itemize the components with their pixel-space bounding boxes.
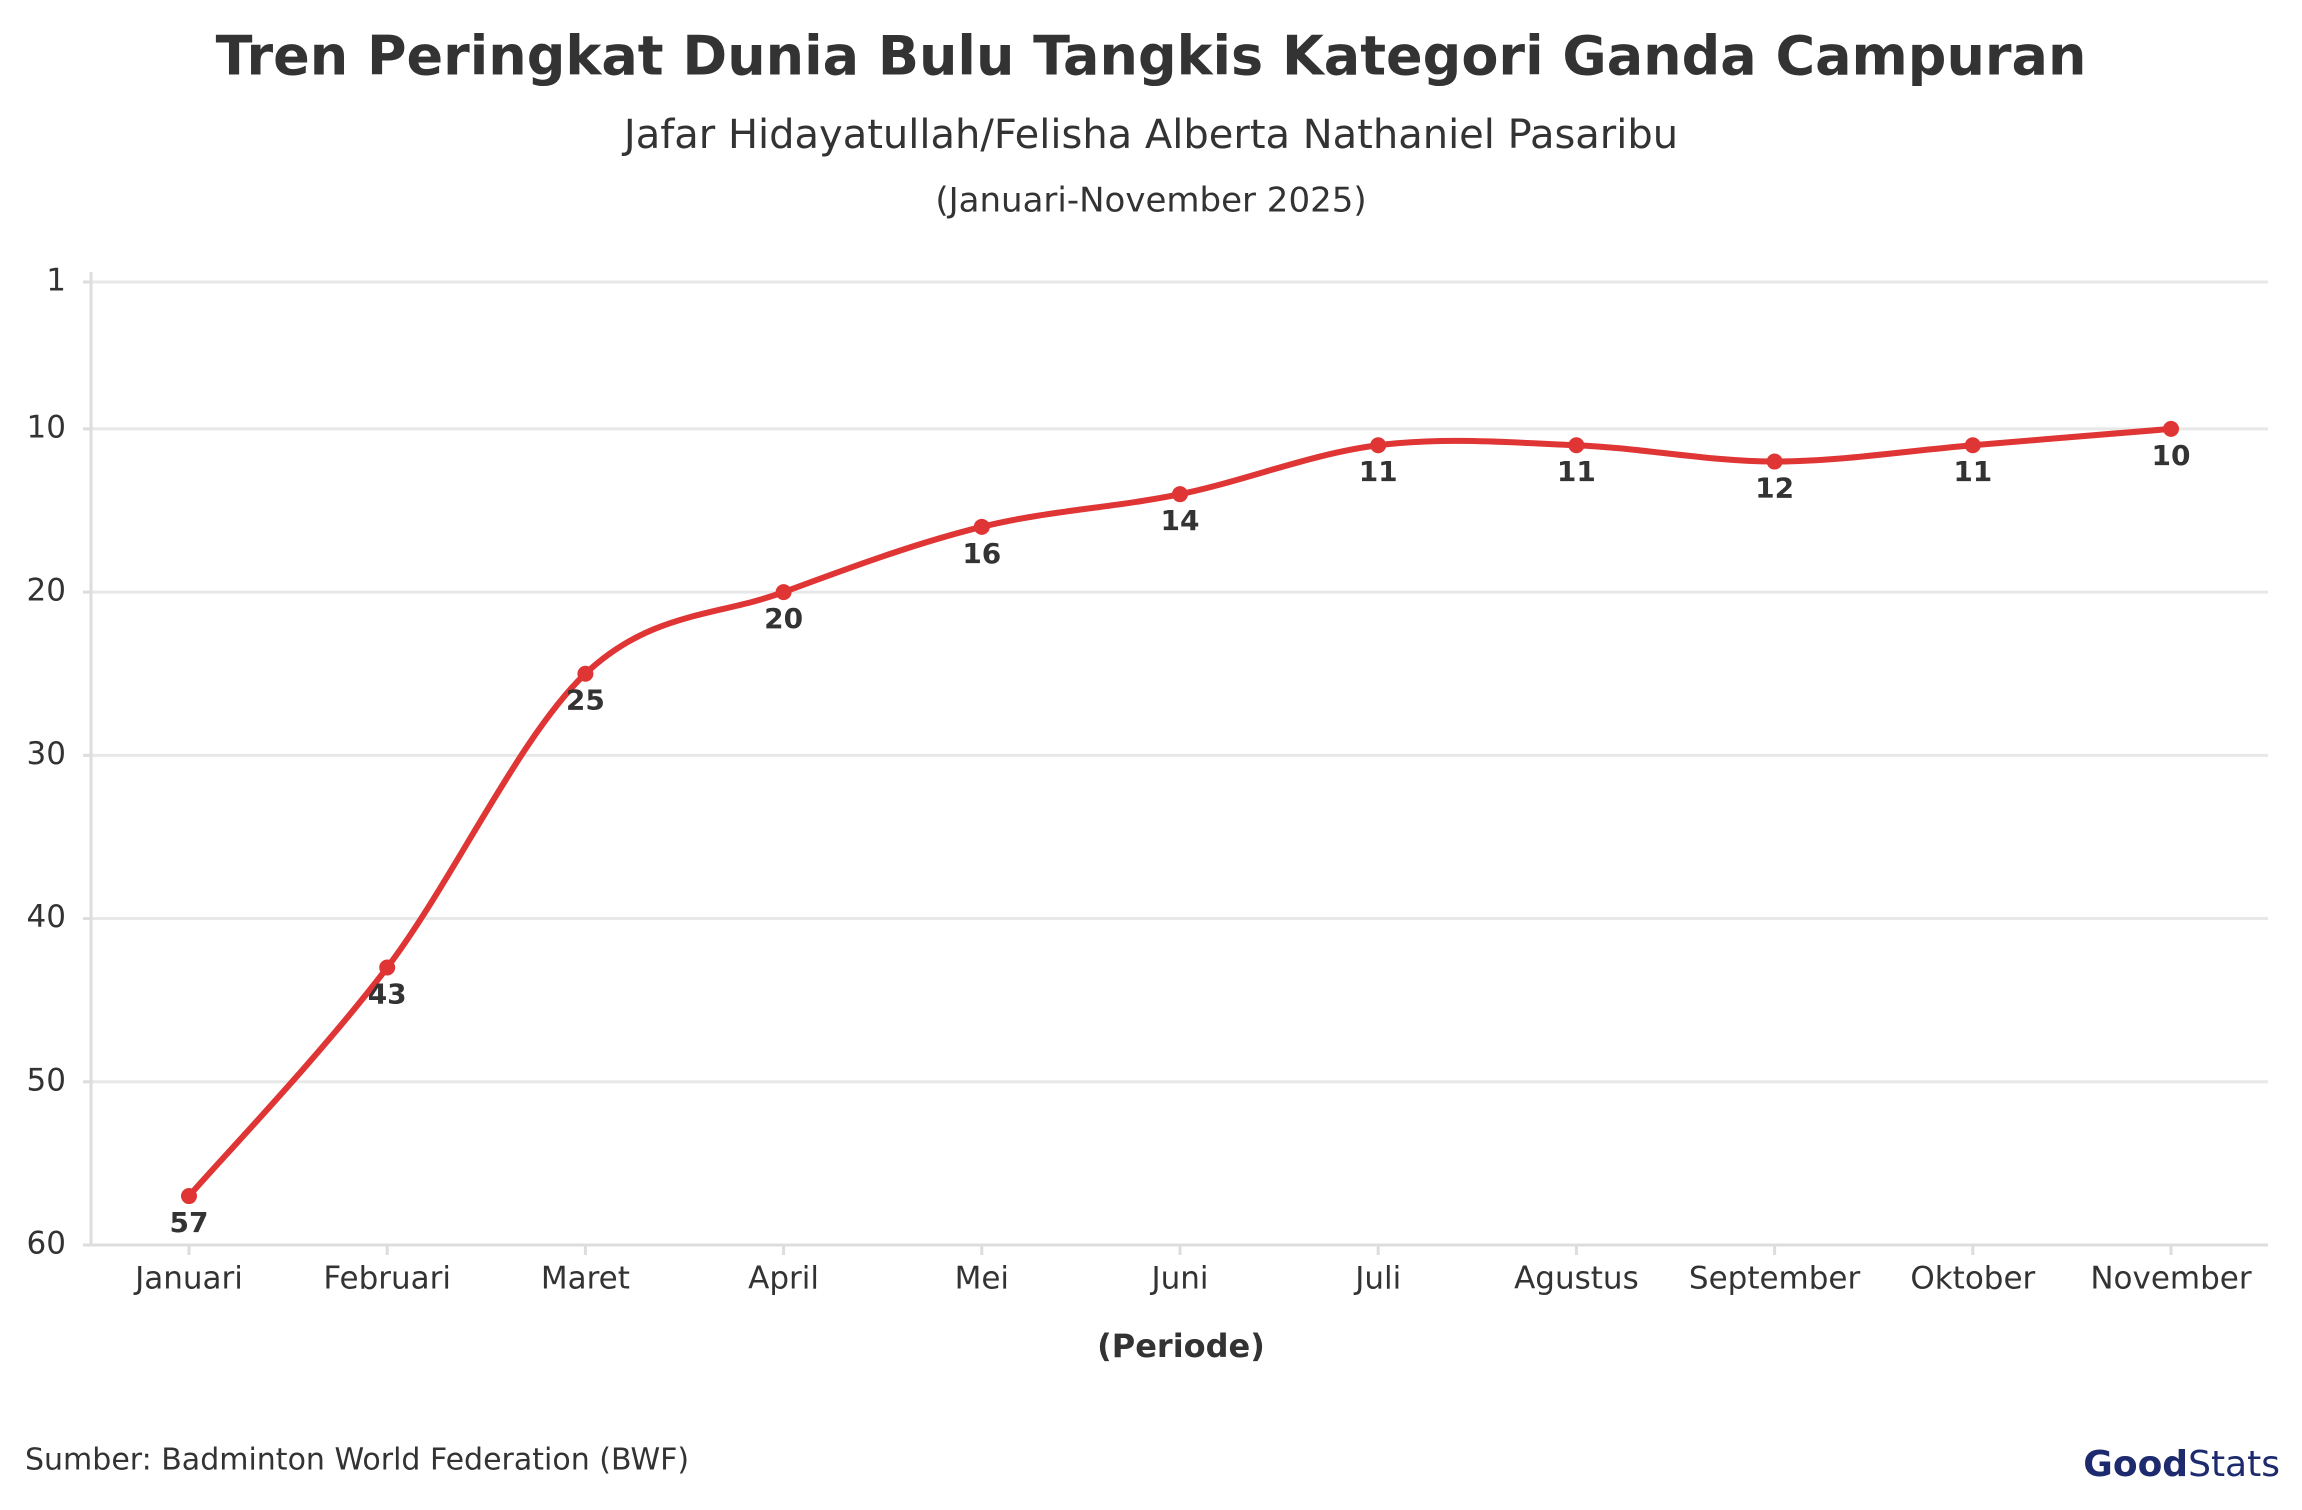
chart-subtitle: Jafar Hidayatullah/Felisha Alberta Natha…	[621, 112, 1678, 158]
chart-period: (Januari-November 2025)	[935, 181, 1366, 221]
line	[186, 425, 2172, 1198]
data-label: 11	[1557, 455, 1596, 488]
x-tick-label: April	[748, 1261, 819, 1297]
x-tick-label: Juli	[1353, 1261, 1401, 1297]
point	[1172, 486, 1188, 503]
x-tick-label: Januari	[133, 1261, 243, 1297]
x-tick-label: November	[2090, 1261, 2252, 1297]
point	[1766, 453, 1783, 470]
y-tick-label: 30	[27, 736, 66, 772]
data-label: 57	[170, 1206, 209, 1239]
data-label: 11	[1953, 455, 1992, 488]
logo: GoodStats	[2083, 1444, 2280, 1485]
data-label: 14	[1161, 504, 1200, 537]
data-label: 16	[962, 537, 1001, 570]
point	[775, 584, 792, 601]
data-label: 25	[566, 684, 605, 717]
x-axis-label: (Periode)	[1097, 1327, 1265, 1365]
point	[577, 665, 594, 682]
chart-title: Tren Peringkat Dunia Bulu Tangkis Katego…	[216, 25, 2087, 88]
source: Sumber: Badminton World Federation (BWF)	[25, 1443, 689, 1478]
x-tick-label: Februari	[323, 1261, 451, 1297]
y-tick-label: 50	[27, 1062, 66, 1098]
y-tick-label: 60	[27, 1226, 66, 1262]
data-label: 11	[1359, 455, 1398, 488]
point	[973, 518, 990, 535]
y-tick-label: 10	[27, 409, 66, 445]
point	[2163, 420, 2179, 437]
point	[1370, 437, 1387, 454]
data-label: 12	[1755, 472, 1794, 505]
x-tick-label: Oktober	[1910, 1261, 2035, 1297]
point	[181, 1188, 197, 1205]
y-tick-label: 40	[27, 899, 66, 935]
data-label: 43	[368, 978, 407, 1011]
x-tick-label: Agustus	[1514, 1261, 1639, 1297]
y-tick-label: 20	[27, 573, 66, 609]
point	[1568, 437, 1585, 454]
x-tick-label: Maret	[541, 1261, 630, 1297]
y-tick-label: 1	[46, 263, 66, 299]
logo-bold: Good	[2083, 1444, 2188, 1485]
logo-light: Stats	[2188, 1444, 2280, 1485]
x-tick-label: Mei	[955, 1261, 1009, 1297]
x-tick-label: Juni	[1149, 1261, 1208, 1297]
point	[1964, 437, 1981, 454]
data-label: 10	[2152, 439, 2191, 472]
point	[379, 959, 396, 976]
data-label: 20	[764, 602, 803, 635]
x-tick-label: September	[1689, 1261, 1861, 1297]
